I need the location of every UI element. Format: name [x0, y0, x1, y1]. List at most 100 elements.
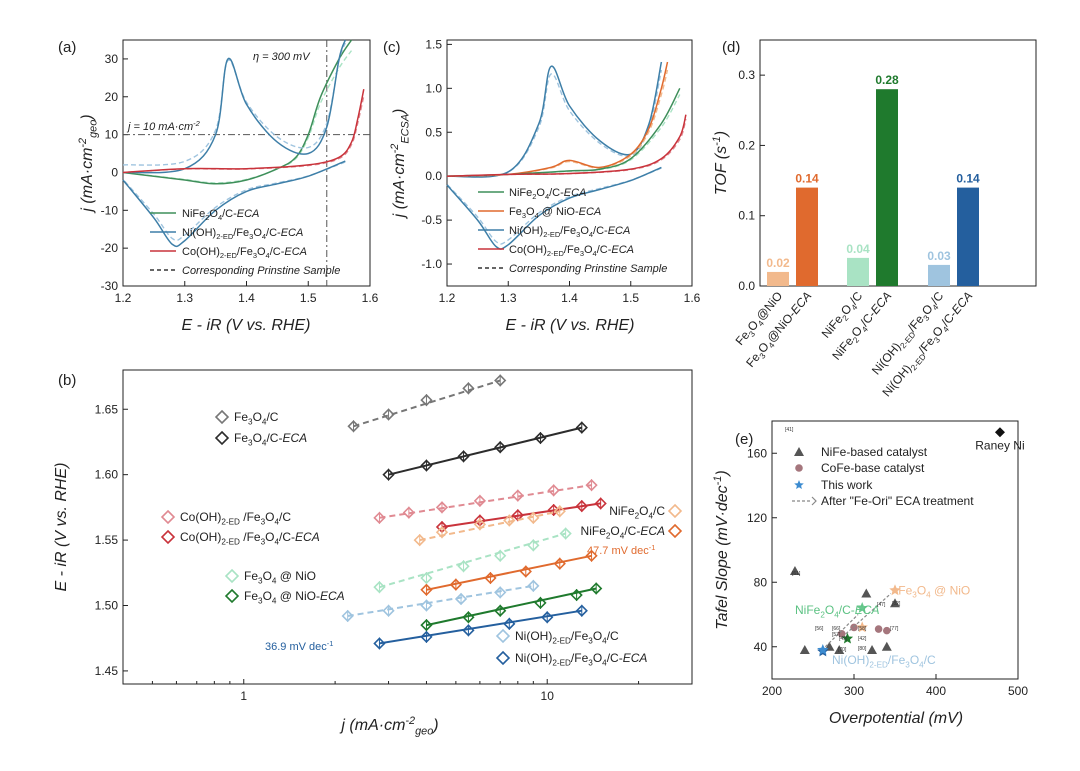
nife-point [789, 565, 800, 575]
cofe-point [850, 623, 858, 632]
slope-annotation-blue: 36.9 mV dec-1​ [265, 639, 333, 653]
data-point [575, 499, 588, 513]
data-point [449, 578, 462, 591]
data-point [457, 560, 470, 573]
bar-value-label: 0.02 [766, 256, 790, 270]
panel-e-frame [771, 420, 1019, 680]
bar [767, 271, 789, 286]
data-point [454, 592, 468, 606]
legend-label: Fe3​O4​ @ NiO-ECA [509, 206, 601, 220]
panel-d: 0.00.10.20.3(d)0.02Fe3​O4​@NiO0.14Fe3​O4… [711, 39, 1037, 399]
x-tick-label: 1.4 [561, 291, 578, 305]
fit-line [379, 532, 566, 589]
panel-label: (b) [58, 372, 76, 389]
bar-value-label: 0.04 [846, 242, 870, 256]
y-tick-label: 0.2 [738, 138, 755, 152]
x-tick-label: 1.2 [439, 291, 456, 305]
this-work-star [856, 602, 868, 613]
x-tick-label: 300 [844, 684, 864, 698]
reference-label: [57] [832, 632, 841, 638]
x-tick-label: 1.3 [500, 291, 517, 305]
this-work-star [817, 644, 829, 655]
data-point [559, 527, 572, 540]
bar-value-label: 0.03 [927, 249, 951, 263]
data-point [382, 408, 395, 421]
y-tick-label: 1.55 [95, 533, 119, 547]
legend-marker [667, 503, 683, 519]
fit-line [426, 587, 597, 627]
y-tick-label: 1.60 [95, 468, 119, 482]
eta-annotation: η = 300 mV [253, 51, 311, 63]
fit-line [347, 584, 534, 617]
eca-curve [122, 89, 365, 174]
legend-label: Ni(OH)2-ED​/Fe3​O4​/C-ECA [182, 227, 303, 241]
fit-line [426, 554, 592, 591]
data-point [484, 571, 497, 585]
data-point [511, 489, 524, 502]
annotation-nife: NiFe2​O4​/C-ECA [795, 603, 879, 619]
data-point [494, 549, 507, 562]
legend-label: Ni(OH)2-ED​/Fe3​O4​/C [515, 629, 619, 645]
x-axis-label: E - iR (V vs. RHE) [506, 317, 635, 334]
x-tick-label: 1.4 [238, 291, 255, 305]
data-point [585, 549, 598, 562]
legend-marker [794, 447, 804, 456]
legend-marker [160, 529, 176, 545]
bar [876, 89, 898, 286]
reference-label: [47] [877, 602, 886, 608]
y-tick-label: 20 [105, 90, 119, 104]
legend-marker [795, 464, 803, 472]
data-point [420, 618, 433, 632]
data-point [347, 420, 360, 433]
bar [796, 187, 818, 286]
data-point [527, 579, 540, 593]
pristine-curve [446, 69, 669, 177]
data-point [503, 514, 516, 527]
y-tick-label: -30 [101, 279, 119, 293]
legend-label: Co(OH)2-ED​/Fe3​O4​/C-ECA [509, 244, 634, 258]
data-point [494, 604, 507, 617]
y-tick-label: -10 [101, 203, 119, 217]
reference-label: [82] [892, 601, 901, 607]
data-point [590, 582, 603, 595]
raney-ni-point [994, 427, 1005, 438]
data-point [420, 599, 433, 612]
legend-label: Corresponding Prinstine Sample [509, 263, 667, 275]
reference-label: [61] [792, 571, 801, 577]
reference-label: [77] [890, 626, 899, 632]
cofe-point [874, 625, 883, 633]
eca-curve [122, 39, 347, 174]
data-point [462, 611, 475, 624]
y-tick-label: 1.5 [425, 37, 442, 51]
legend-label: NiFe2​O4​/C-ECA [581, 524, 665, 540]
data-point [373, 511, 386, 524]
cofe-point [883, 626, 891, 635]
nife-point [861, 588, 872, 598]
data-point [553, 505, 566, 518]
legend-label: Co(OH)2-ED​ /Fe3​O4​/C-ECA [180, 530, 320, 546]
fit-line [388, 426, 583, 476]
reference-label: [66] [832, 626, 841, 632]
pristine-curve [122, 42, 346, 166]
this-work-star [889, 584, 901, 596]
y-tick-label: 0.5 [425, 125, 442, 139]
reference-label: [56] [815, 626, 824, 632]
legend-label: Fe3​O4​/C [234, 410, 279, 426]
legend-label: NiFe2​O4​/C-ECA [182, 208, 259, 222]
legend-marker [667, 523, 683, 539]
y-tick-label: 40 [754, 640, 768, 654]
data-point [373, 581, 386, 594]
fit-line [379, 484, 592, 519]
y-tick-label: 0.1 [738, 209, 755, 223]
ECA-arrow [845, 593, 892, 635]
data-point [420, 583, 433, 596]
legend-label: Co(OH)2-ED​/Fe3​O4​/C-ECA [182, 246, 307, 260]
data-point [534, 596, 547, 610]
data-point [575, 421, 588, 434]
panel-c: 1.2 1.3 1.4 1.5 1.6 -1.0 -0.5 0.0 0.5 1.0 1.5 (c) Ni… [383, 37, 701, 334]
y-axis-label: j (mA·cm-2​geo​) [77, 114, 100, 213]
bar-value-label: 0.14 [795, 172, 819, 186]
legend-marker [811, 496, 817, 506]
y-tick-label: -1.0 [421, 257, 442, 271]
nife-point [890, 598, 900, 608]
